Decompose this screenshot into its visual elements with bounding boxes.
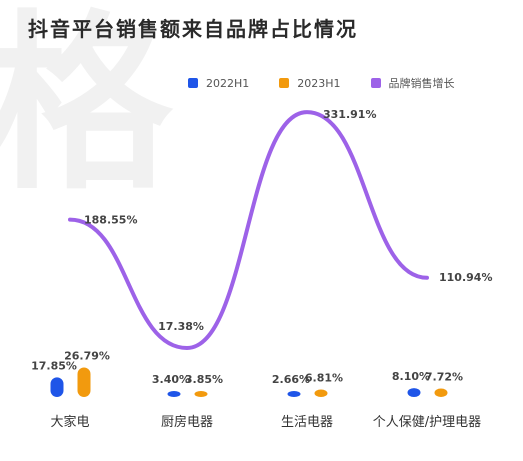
category-label-0: 大家电	[50, 414, 89, 430]
bar-2022H1-2	[287, 391, 301, 397]
growth-label-3: 110.94%	[439, 271, 492, 284]
bar-label-2022H1-1: 3.40%	[152, 373, 190, 386]
bar-2023H1-1	[194, 391, 208, 397]
category-label-1: 厨房电器	[161, 414, 213, 430]
bar-2022H1-0	[50, 377, 64, 397]
legend-swatch-2022h1	[188, 78, 198, 88]
legend-item-growth: 品牌销售增长	[370, 75, 455, 91]
bar-label-2023H1-0: 26.79%	[64, 350, 110, 363]
bar-2023H1-2	[314, 389, 328, 397]
bar-label-2023H1-1: 3.85%	[185, 373, 223, 386]
bar-2023H1-3	[434, 388, 448, 397]
growth-line	[68, 110, 429, 350]
legend-label-2023h1: 2023H1	[297, 76, 341, 90]
bar-2022H1-3	[407, 388, 421, 397]
growth-label-0: 188.55%	[84, 214, 137, 227]
growth-label-1: 17.38%	[158, 320, 204, 333]
bar-label-2022H1-0: 17.85%	[31, 359, 77, 372]
watermark: 格	[0, 0, 173, 215]
bar-label-2023H1-2: 6.81%	[305, 372, 343, 385]
legend-item-2023h1: 2023H1	[279, 76, 341, 90]
legend-item-2022h1: 2022H1	[188, 77, 249, 90]
bar-label-2022H1-2: 2.66%	[272, 373, 310, 386]
bar-2023H1-0	[77, 367, 91, 397]
growth-label-2: 331.91%	[323, 108, 376, 121]
category-label-2: 生活电器	[281, 415, 333, 430]
chart-title: 抖音平台销售额来自品牌占比情况	[28, 17, 358, 41]
bar-label-2023H1-3: 7.72%	[425, 371, 463, 384]
bar-2022H1-1	[167, 391, 181, 397]
legend-label-2022h1: 2022H1	[206, 76, 250, 90]
category-label-3: 个人保健/护理电器	[373, 415, 481, 430]
bar-label-2022H1-3: 8.10%	[392, 370, 430, 383]
legend-swatch-growth	[370, 78, 381, 88]
legend: 2022H1 2023H1 品牌销售增长	[188, 75, 485, 91]
legend-swatch-2023h1	[279, 78, 290, 88]
legend-label-growth: 品牌销售增长	[388, 77, 455, 90]
